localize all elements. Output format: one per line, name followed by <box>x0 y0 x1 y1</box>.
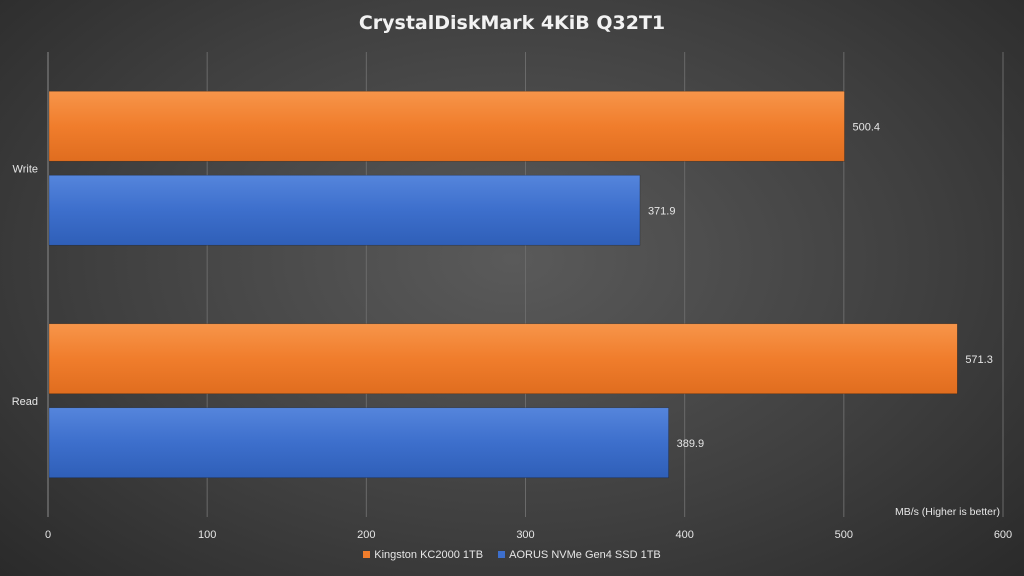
legend-item-kingston: Kingston KC2000 1TB <box>363 549 483 561</box>
x-tick-label: 0 <box>45 529 51 541</box>
x-tick-label: 200 <box>357 529 375 541</box>
x-tick-label: 600 <box>994 529 1012 541</box>
bar-read-aorus <box>48 407 669 479</box>
x-tick-label: 400 <box>675 529 693 541</box>
bar-write-aorus <box>48 174 641 246</box>
legend-item-aorus: AORUS NVMe Gen4 SSD 1TB <box>498 549 661 561</box>
data-label: 500.4 <box>852 121 880 133</box>
legend-swatch-orange <box>363 551 371 558</box>
legend-label: AORUS NVMe Gen4 SSD 1TB <box>509 549 661 561</box>
bar-read-kingston <box>48 323 958 395</box>
x-axis-label: MB/s (Higher is better) <box>895 506 1000 518</box>
data-label: 389.9 <box>677 438 705 450</box>
y-category-label: Read <box>12 396 38 408</box>
x-tick-label: 500 <box>835 529 853 541</box>
x-tick-label: 300 <box>516 529 534 541</box>
bars <box>48 90 958 479</box>
legend: Kingston KC2000 1TB AORUS NVMe Gen4 SSD … <box>0 549 1024 561</box>
chart-title: CrystalDiskMark 4KiB Q32T1 <box>359 12 665 34</box>
legend-swatch-blue <box>498 551 506 558</box>
legend-label: Kingston KC2000 1TB <box>374 549 484 561</box>
x-tick-label: 100 <box>198 529 216 541</box>
data-label: 571.3 <box>965 354 993 366</box>
labels: 0 100 200 300 400 500 600 Write 500.4 371.9 Read 57… <box>12 121 1012 541</box>
y-category-label: Write <box>13 163 38 175</box>
bar-write-kingston <box>48 90 845 162</box>
data-label: 371.9 <box>648 205 676 217</box>
